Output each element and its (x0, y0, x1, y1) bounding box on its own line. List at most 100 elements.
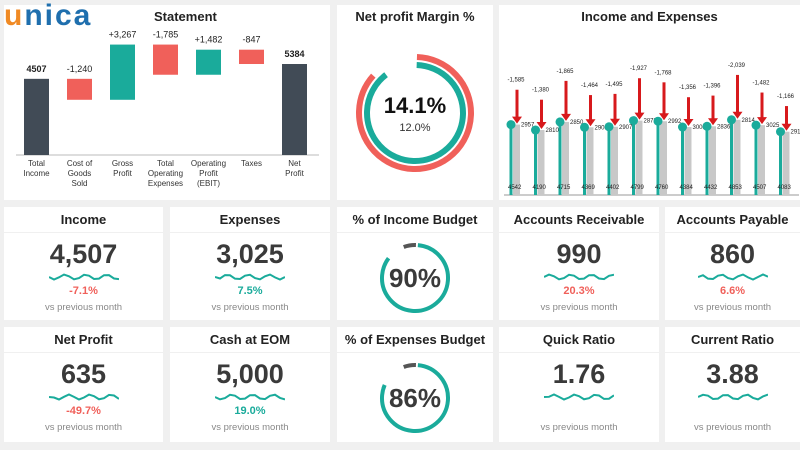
expense-label: 2872 (644, 119, 658, 125)
expense-bar (684, 127, 692, 195)
category-label: Net Profit (285, 159, 304, 178)
expense-bar (586, 127, 594, 195)
kpi-card: 990 20.3% vs previous month (499, 233, 659, 320)
kpi-change (665, 405, 800, 418)
kpi-change: 6.6% (719, 285, 746, 297)
previous-margin-arc (356, 54, 474, 173)
difference-label: -1,356 (679, 85, 697, 91)
kpi-card: 3.88 vs previous month (665, 353, 800, 442)
income-label: 4715 (557, 185, 571, 191)
gauge-value: 86% (388, 383, 442, 413)
category-label: Total Income (23, 159, 50, 178)
sparkline-path (697, 393, 768, 401)
kpi-card: 860 6.6% vs previous month (665, 233, 800, 320)
difference-label: -1,482 (752, 81, 770, 87)
margin-previous: 12.0% (399, 122, 431, 134)
kpi-card: 90% (337, 233, 493, 320)
income-dot (751, 120, 761, 130)
income-dot (531, 125, 540, 135)
kpi-change: 7.5% (237, 285, 263, 297)
arrow-head (781, 123, 792, 131)
income-label: 4083 (778, 185, 792, 191)
income-label: 4799 (631, 185, 645, 191)
income-dot (580, 122, 589, 132)
kpi-note: vs previous month (44, 422, 123, 433)
margin-donut (356, 54, 474, 173)
kpi-card: 86% (337, 353, 493, 442)
arrow-head (561, 113, 571, 121)
waterfall-bar (196, 49, 221, 75)
sparkline-path (215, 393, 285, 401)
difference-label: -1,585 (507, 78, 525, 84)
expense-bar (733, 119, 741, 195)
kpi-value: 3.88 (706, 359, 759, 389)
difference-label: -1,495 (605, 82, 623, 88)
kpi-title: Cash at EOM (170, 327, 330, 352)
difference-label: -2,039 (728, 63, 746, 69)
kpi-note: vs previous month (540, 422, 618, 433)
expense-label: 2814 (742, 118, 756, 124)
expense-label: 2917 (791, 130, 800, 136)
bar-label: +1,482 (195, 35, 223, 45)
income-dot (776, 127, 785, 137)
kpi-title: Income (4, 207, 163, 232)
kpi-change: -49.7% (66, 405, 101, 417)
waterfall-bar (110, 44, 135, 100)
kpi-change: 19.0% (234, 405, 266, 417)
category-label: Operating Profit (EBIT) (191, 159, 226, 188)
kpi-note: vs previous month (44, 302, 123, 313)
income-label: 4760 (655, 185, 669, 191)
arrow-head (512, 116, 522, 124)
income-dot (702, 121, 712, 131)
income-label: 4190 (533, 185, 547, 191)
bar-label: 5384 (284, 49, 304, 59)
unica-logo: unica (4, 0, 93, 32)
arrow-head (732, 111, 743, 119)
kpi-title: % of Income Budget (337, 207, 493, 232)
bar-label: 4507 (26, 64, 46, 74)
sparkline (48, 393, 119, 401)
category-label: Gross Profit (112, 159, 133, 178)
sparkline (215, 273, 285, 281)
income-label: 4369 (582, 185, 596, 191)
income-label: 4853 (729, 185, 743, 191)
income-label: 4542 (508, 185, 522, 191)
difference-label: -1,865 (556, 69, 574, 75)
income-statement-panel: Statement 4507 Total Income -1,240 Cost of Go… (4, 5, 330, 200)
bar-label: -1,240 (67, 64, 93, 74)
waterfall-bar (239, 49, 264, 65)
kpi-value: 635 (60, 359, 107, 389)
arrow-head (585, 119, 596, 127)
expense-bar (660, 121, 667, 195)
gauge-remainder (380, 363, 450, 433)
panel-title: Net profit Margin % (355, 9, 475, 24)
kpi-value: 5,000 (216, 359, 284, 389)
income-dot (727, 115, 736, 125)
waterfall-bar (24, 78, 49, 155)
income-dot (629, 116, 638, 126)
kpi-card: 4,507 -7.1% vs previous month (4, 233, 163, 320)
budget-gauge (380, 363, 450, 433)
expense-label: 3025 (766, 123, 780, 129)
kpi-title: Net Profit (4, 327, 163, 352)
expense-bar (782, 131, 790, 195)
waterfall-chart: 4507 Total Income -1,240 Cost of Goods Sold +3,… (16, 30, 319, 188)
difference-label: -1,464 (581, 83, 599, 89)
kpi-value: 860 (709, 239, 756, 269)
difference-label: -1,166 (777, 94, 795, 100)
sparkline-path (215, 273, 285, 281)
kpi-note: vs previous month (211, 302, 289, 313)
expense-label: 2905 (595, 125, 609, 131)
kpi-change (499, 405, 659, 418)
kpi-card: 635 -49.7% vs previous month (4, 353, 163, 442)
income-label: 4507 (753, 185, 767, 191)
sparkline (697, 393, 768, 401)
gauge-remainder (380, 243, 450, 313)
sparkline (544, 393, 614, 401)
kpi-note: vs previous month (693, 422, 772, 433)
kpi-note: vs previous month (693, 302, 772, 313)
kpi-change: -7.1% (69, 285, 98, 297)
income-expenses-panel: Income and Expenses -1,585 2957 4542 -1,380… (499, 5, 800, 200)
arrow-head (757, 117, 767, 125)
income-dot (653, 116, 663, 126)
